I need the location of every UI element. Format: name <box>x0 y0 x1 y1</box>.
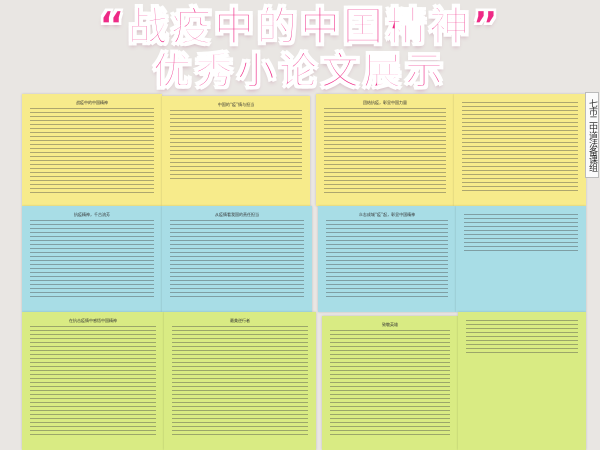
banner-title-line1: “战疫中的中国精神” <box>98 3 502 50</box>
essay-sheet: 战疫中的中国精神 <box>22 94 162 206</box>
essay-title: 抗疫精神，千古流芳 <box>74 212 110 217</box>
text-lines <box>30 326 156 438</box>
essay-title: 从疫情看我国的责任担当 <box>215 212 259 217</box>
essay-title: 致敬英雄 <box>382 322 398 327</box>
text-lines <box>464 214 578 254</box>
essay-sheet: 在抗击疫情中感悟中国精神 <box>22 312 164 450</box>
essay-title: 团结抗疫，彰显中国力量 <box>363 100 407 105</box>
essay-sheet <box>456 206 586 312</box>
text-lines <box>172 326 308 438</box>
text-lines <box>324 108 446 194</box>
essay-sheet: 抗疫精神，千古流芳 <box>22 206 162 312</box>
essay-title: 众志成城“疫”起，彰显中国精神 <box>358 212 416 217</box>
essay-title: 中国的“疫”情与担当 <box>217 102 255 107</box>
essay-title: 战疫中的中国精神 <box>76 100 108 105</box>
essay-sheet: 众志成城“疫”起，彰显中国精神 <box>318 206 456 312</box>
banner-title-line2: 优秀小论文展示 <box>152 49 447 93</box>
essay-board: 战疫中的中国精神 中国的“疫”情与担当 团结抗疫，彰显中国力量 抗疫精神，千古流… <box>22 94 587 450</box>
side-label: 七市二中道法备课组 <box>585 92 599 178</box>
text-lines <box>170 220 304 300</box>
essay-sheet: 团结抗疫，彰显中国力量 <box>316 94 454 206</box>
essay-title: 在抗击疫情中感悟中国精神 <box>69 318 117 323</box>
essay-title: 最美逆行者 <box>230 318 250 323</box>
text-lines <box>30 220 154 300</box>
text-lines <box>330 330 450 438</box>
essay-sheet <box>458 312 586 450</box>
essay-sheet: 最美逆行者 <box>164 312 316 450</box>
text-lines <box>462 102 578 194</box>
text-lines <box>466 320 578 354</box>
text-lines <box>30 108 154 194</box>
text-lines <box>170 110 302 180</box>
essay-sheet <box>454 94 586 206</box>
essay-sheet: 致敬英雄 <box>322 316 458 450</box>
text-lines <box>326 220 448 300</box>
essay-sheet: 从疫情看我国的责任担当 <box>162 206 312 312</box>
essay-sheet: 中国的“疫”情与担当 <box>162 96 310 206</box>
